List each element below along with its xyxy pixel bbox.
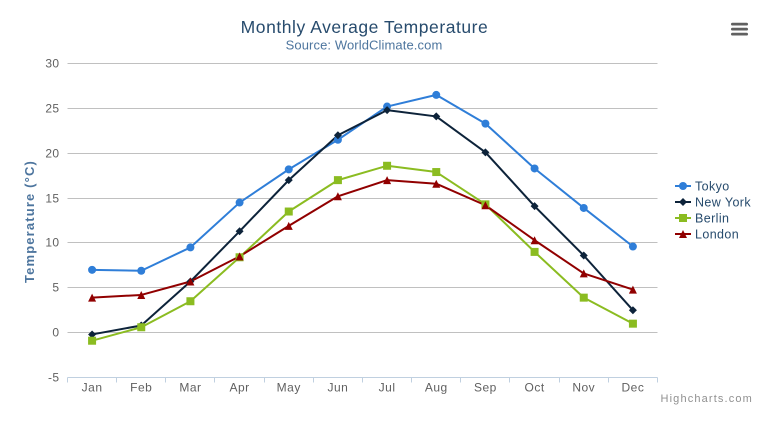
svg-text:-5: -5 <box>48 371 59 385</box>
svg-text:Dec: Dec <box>621 381 644 395</box>
svg-text:20: 20 <box>45 147 59 161</box>
svg-text:Berlin: Berlin <box>695 212 729 226</box>
svg-text:May: May <box>277 381 301 395</box>
svg-text:25: 25 <box>45 102 59 116</box>
svg-text:Sep: Sep <box>474 381 497 395</box>
svg-text:15: 15 <box>45 192 59 206</box>
svg-text:Apr: Apr <box>229 381 249 395</box>
svg-text:Jun: Jun <box>327 381 348 395</box>
svg-text:Monthly Average Temperature: Monthly Average Temperature <box>241 17 489 37</box>
svg-text:Tokyo: Tokyo <box>695 180 730 194</box>
svg-text:Nov: Nov <box>572 381 595 395</box>
svg-text:Jan: Jan <box>82 381 103 395</box>
svg-text:Temperature (°C): Temperature (°C) <box>22 160 37 283</box>
svg-text:30: 30 <box>45 57 59 71</box>
svg-text:Feb: Feb <box>130 381 152 395</box>
svg-text:Highcharts.com: Highcharts.com <box>660 393 753 405</box>
svg-text:Mar: Mar <box>179 381 201 395</box>
svg-text:Source: WorldClimate.com: Source: WorldClimate.com <box>286 38 443 53</box>
svg-text:New York: New York <box>695 196 751 210</box>
svg-text:10: 10 <box>45 236 59 250</box>
svg-text:Jul: Jul <box>379 381 396 395</box>
svg-text:Aug: Aug <box>425 381 448 395</box>
svg-text:0: 0 <box>52 326 59 340</box>
svg-text:Oct: Oct <box>524 381 544 395</box>
svg-text:5: 5 <box>52 281 59 295</box>
svg-text:London: London <box>695 228 739 242</box>
